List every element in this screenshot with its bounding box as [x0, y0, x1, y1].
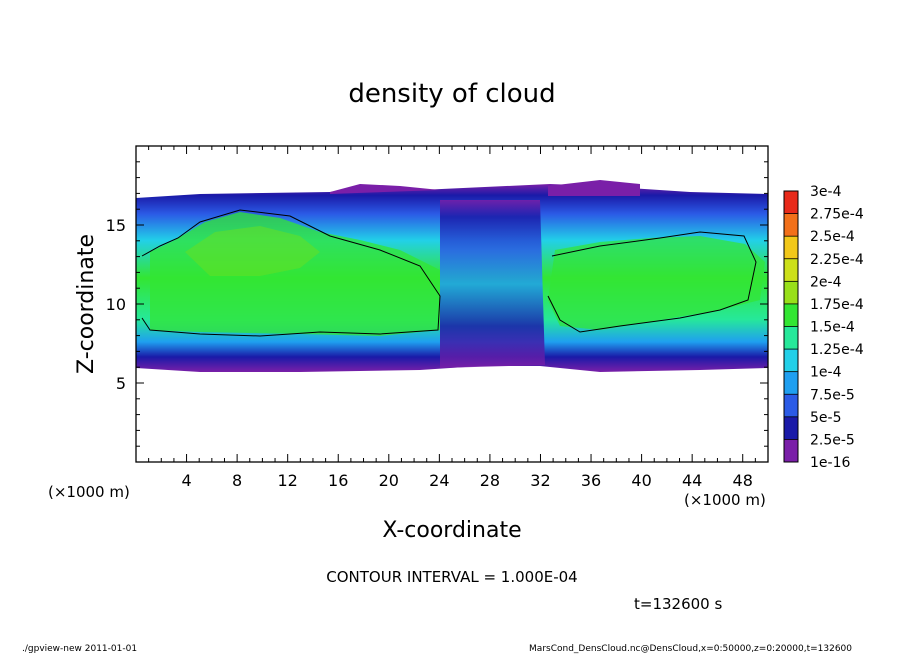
x-tick-label: 20 — [379, 471, 399, 490]
colorbar-label: 2.25e-4 — [810, 252, 864, 268]
y-tick-label: 15 — [106, 216, 126, 235]
x-tick-label: 4 — [181, 471, 191, 490]
colorbar-label: 1e-16 — [810, 455, 850, 471]
colorbar-swatch — [784, 213, 798, 237]
colorbar-swatch — [784, 326, 798, 350]
y-tick-label: 10 — [106, 295, 126, 314]
colorbar-swatch — [784, 281, 798, 304]
x-tick-label: 36 — [581, 471, 601, 490]
contour-interval: CONTOUR INTERVAL = 1.000E-04 — [326, 568, 577, 586]
colorbar-swatch — [784, 439, 798, 462]
colorbar-label: 1.75e-4 — [810, 297, 864, 313]
x-tick-label: 40 — [631, 471, 651, 490]
colorbar-label: 1.25e-4 — [810, 342, 864, 358]
contour-left — [141, 209, 441, 337]
colorbar-label: 2e-4 — [810, 274, 842, 290]
colorbar-swatch — [784, 371, 798, 395]
colorbar-swatch — [784, 416, 798, 440]
x-tick-label: 32 — [530, 471, 550, 490]
colorbar-label: 3e-4 — [810, 184, 842, 200]
colorbar-swatch — [784, 236, 798, 259]
cloud-cap-right — [548, 180, 640, 196]
contour-right — [547, 231, 757, 333]
x-axis-label: X-coordinate — [382, 518, 521, 543]
colorbar-swatch — [784, 349, 798, 372]
x-tick-label: 8 — [232, 471, 242, 490]
cloud-gap — [440, 200, 545, 368]
colorbar-label: 7.5e-5 — [810, 387, 855, 403]
x-tick-label: 12 — [278, 471, 298, 490]
colorbar-swatch — [784, 191, 798, 214]
footer-left: ./gpview-new 2011-01-01 — [22, 644, 137, 654]
footer-right: MarsCond_DensCloud.nc@DensCloud,x=0:5000… — [529, 644, 852, 654]
colorbar-swatch — [784, 394, 798, 417]
colorbar-label: 2.5e-5 — [810, 432, 855, 448]
cloud-cap — [330, 184, 440, 194]
x-tick-label: 16 — [328, 471, 348, 490]
x-tick-label: 48 — [733, 471, 753, 490]
cloud-core-right — [548, 236, 765, 330]
x-tick-label: 28 — [480, 471, 500, 490]
heatmap-field — [136, 180, 768, 372]
chart-title: density of cloud — [348, 79, 555, 109]
time-label: t=132600 s — [634, 595, 722, 613]
colorbar-label: 5e-5 — [810, 410, 841, 426]
x-unit-left: (×1000 m) — [48, 483, 130, 501]
colorbar-label: 2.75e-4 — [810, 207, 864, 223]
colorbar-swatch — [784, 303, 798, 327]
x-tick-label: 24 — [429, 471, 449, 490]
cloud-core-left-inner — [185, 226, 320, 276]
colorbar-label: 2.5e-4 — [810, 229, 855, 245]
colorbar-label: 1e-4 — [810, 365, 842, 381]
y-axis-label: Z-coordinate — [74, 234, 99, 374]
x-tick-label: 44 — [682, 471, 702, 490]
colorbar-swatch — [784, 258, 798, 282]
colorbar-label: 1.5e-4 — [810, 320, 855, 336]
colorbar: 1e-16 2.5e-5 5e-5 7.5e-5 1e-4 1.25e-4 1.5e-4 1.… — [783, 184, 864, 471]
y-tick-label: 5 — [116, 374, 126, 393]
x-unit-right: (×1000 m) — [684, 491, 766, 509]
